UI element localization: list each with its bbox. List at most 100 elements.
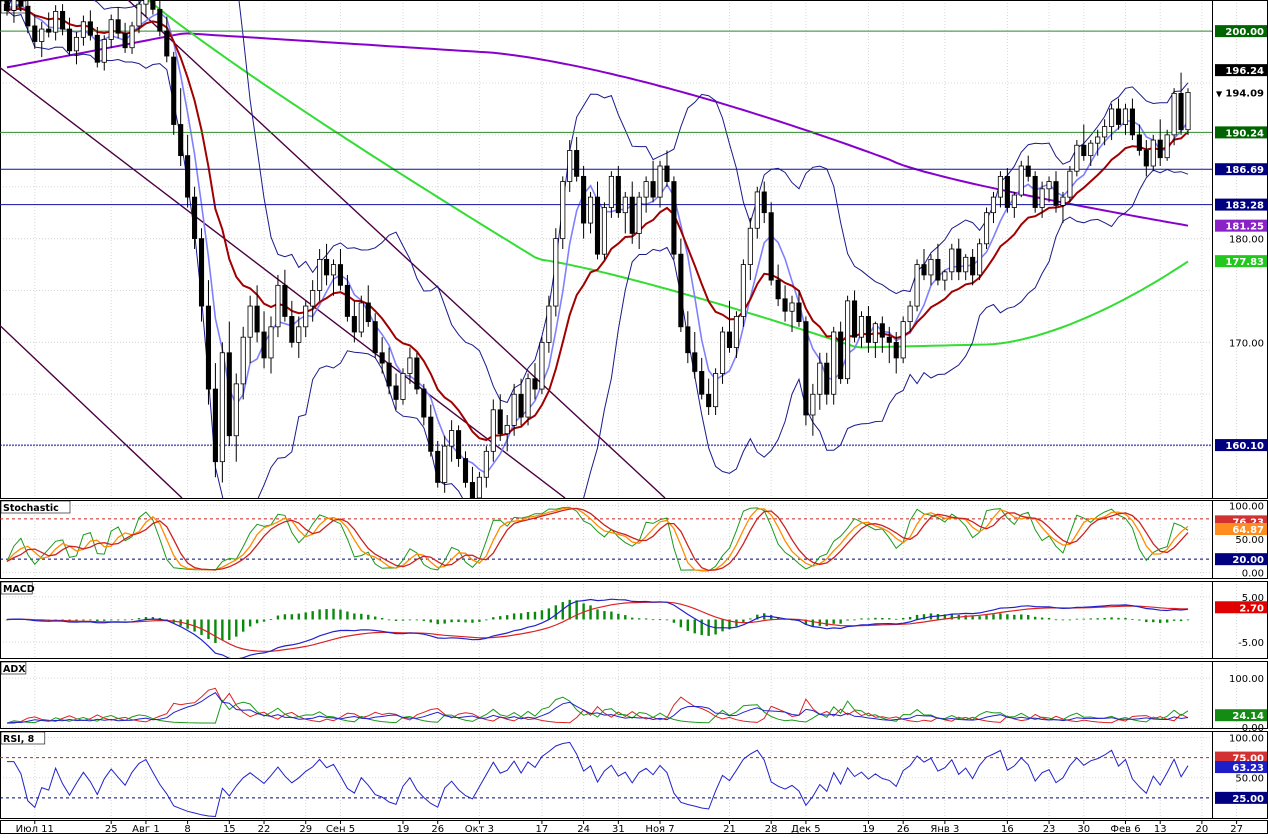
macd-bar <box>1103 617 1106 620</box>
candle-body <box>421 388 427 418</box>
macd-bar <box>992 614 995 620</box>
candle-body <box>1115 108 1122 125</box>
x-tick-label: 23 <box>1043 824 1056 834</box>
price-label: 190.24 <box>1225 128 1264 139</box>
candle-body <box>400 373 406 400</box>
macd-bar <box>1165 619 1169 623</box>
macd-bar <box>235 619 238 637</box>
macd-bar <box>596 609 599 620</box>
macd-bar <box>860 618 863 620</box>
macd-bar <box>1040 617 1044 620</box>
candle-body <box>39 28 45 42</box>
macd-value-label: 2.70 <box>1239 603 1264 614</box>
macd-bar <box>1013 614 1016 620</box>
macd-bar <box>540 610 544 620</box>
x-tick-label: 19 <box>862 824 875 834</box>
price-label-box <box>1215 198 1267 211</box>
candle-body <box>525 378 531 418</box>
macd-bar <box>575 600 578 620</box>
candle-body <box>497 409 503 435</box>
sma-mid-line <box>6 7 1189 442</box>
candle-body <box>25 5 31 27</box>
macd-bar <box>346 611 349 620</box>
candle-body <box>4 0 10 11</box>
macd-bar <box>1020 614 1023 620</box>
x-tick-label: 8 <box>184 824 190 834</box>
candle-body <box>247 305 253 338</box>
candle-body <box>1004 175 1010 208</box>
sma-long-line <box>6 32 1189 227</box>
macd-bar <box>568 599 571 620</box>
macd-bar <box>978 616 981 620</box>
macd-bar <box>283 614 287 620</box>
candle-body <box>719 331 726 374</box>
candle-body <box>129 25 135 49</box>
candle-body <box>1102 126 1108 138</box>
candle-body <box>261 331 267 359</box>
price-label-box <box>1215 64 1267 77</box>
candle-body <box>337 264 344 286</box>
candle-body <box>657 165 663 198</box>
price-label: 200.00 <box>1225 27 1264 38</box>
macd-bar <box>888 618 891 620</box>
x-axis: Июл 11 25 Авг 1 8 15 22 29 Сен 5 19 26 Окт 3 17 24 31… <box>0 820 1268 835</box>
macd-bar <box>658 619 662 620</box>
candle-body <box>1046 181 1052 190</box>
macd-bar <box>665 619 669 621</box>
candle-body <box>171 56 177 125</box>
macd-bar <box>1138 619 1141 621</box>
macd-bar <box>728 619 731 630</box>
candle-body <box>317 258 323 291</box>
candle-body <box>18 0 24 7</box>
candle-body <box>865 316 871 343</box>
x-tick-label: 24 <box>577 824 590 834</box>
candle-body <box>858 316 865 338</box>
macd-bar <box>1110 617 1113 620</box>
candle-body <box>386 362 392 387</box>
macd-bar <box>116 619 120 621</box>
macd-bar <box>464 619 467 623</box>
macd-bar <box>853 619 856 621</box>
macd-bar <box>867 618 870 620</box>
candle-body <box>532 378 538 390</box>
candle-body <box>212 388 218 463</box>
macd-bar <box>214 619 217 643</box>
macd-bar <box>144 617 148 620</box>
macd-bar <box>811 619 815 627</box>
macd-bar <box>1159 619 1162 623</box>
candle-body <box>483 450 489 478</box>
macd-bar <box>360 613 363 620</box>
macd-bar <box>436 619 439 625</box>
x-tick-label: 16 <box>1001 824 1014 834</box>
macd-bar <box>825 619 828 627</box>
macd-bar <box>756 614 759 620</box>
candle-body <box>1164 134 1170 159</box>
candle-body <box>108 19 114 40</box>
macd-bar <box>137 618 141 620</box>
candle-body <box>344 284 350 317</box>
price-label: 181.25 <box>1225 222 1264 233</box>
macd-bar <box>1145 619 1148 623</box>
macd-bar <box>290 614 294 620</box>
candle-body <box>1122 108 1129 125</box>
candle-body <box>608 175 614 208</box>
price-label: 177.83 <box>1225 257 1264 268</box>
macd-bar <box>915 614 919 620</box>
rsi-value-label: 63.23 <box>1232 763 1264 774</box>
macd-bar <box>158 617 162 620</box>
macd-bar <box>1061 619 1065 621</box>
candle-body <box>185 155 191 198</box>
macd-bar <box>5 619 9 621</box>
macd-bar <box>165 619 168 621</box>
candle-body <box>442 445 448 483</box>
macd-bar <box>651 619 655 621</box>
candle-body <box>706 393 712 408</box>
candle-body <box>601 207 608 255</box>
candle-body <box>1150 139 1156 167</box>
macd-bar <box>714 619 717 635</box>
candle-body <box>504 424 510 435</box>
candle-body <box>1011 194 1017 208</box>
candle-body <box>643 181 649 198</box>
candle-body <box>921 264 927 276</box>
stochastic-value-label-box <box>1215 553 1267 566</box>
